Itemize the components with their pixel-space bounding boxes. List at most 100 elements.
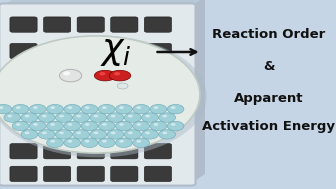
Circle shape	[141, 113, 158, 122]
Circle shape	[124, 130, 141, 139]
Circle shape	[42, 132, 47, 134]
Circle shape	[128, 115, 133, 117]
Circle shape	[47, 138, 64, 147]
Circle shape	[21, 130, 38, 139]
Polygon shape	[3, 0, 205, 6]
Circle shape	[0, 106, 3, 109]
Circle shape	[119, 106, 124, 109]
FancyBboxPatch shape	[144, 166, 171, 181]
Circle shape	[16, 106, 20, 109]
Circle shape	[33, 123, 38, 126]
Circle shape	[55, 113, 72, 122]
Circle shape	[102, 106, 107, 109]
Circle shape	[171, 123, 175, 126]
FancyBboxPatch shape	[111, 43, 138, 59]
Circle shape	[93, 115, 98, 117]
Circle shape	[81, 105, 98, 114]
Circle shape	[4, 113, 20, 122]
FancyBboxPatch shape	[111, 144, 138, 159]
Circle shape	[42, 115, 47, 117]
Circle shape	[47, 105, 64, 114]
Circle shape	[159, 113, 175, 122]
Circle shape	[154, 123, 158, 126]
Circle shape	[12, 105, 29, 114]
Circle shape	[68, 140, 72, 143]
Circle shape	[167, 121, 184, 131]
Circle shape	[73, 113, 89, 122]
Circle shape	[150, 105, 167, 114]
Circle shape	[150, 121, 167, 131]
Circle shape	[25, 132, 29, 134]
Circle shape	[171, 106, 175, 109]
Circle shape	[116, 121, 132, 131]
FancyBboxPatch shape	[44, 144, 71, 159]
Circle shape	[107, 113, 124, 122]
Circle shape	[59, 69, 82, 82]
Circle shape	[136, 123, 141, 126]
Circle shape	[133, 105, 150, 114]
Circle shape	[98, 105, 115, 114]
Circle shape	[116, 105, 132, 114]
Circle shape	[38, 130, 55, 139]
Circle shape	[111, 115, 116, 117]
Circle shape	[99, 72, 106, 75]
Circle shape	[90, 113, 107, 122]
Circle shape	[0, 36, 200, 153]
Text: &: &	[263, 60, 275, 73]
Circle shape	[102, 140, 107, 143]
Circle shape	[145, 132, 150, 134]
Circle shape	[154, 106, 158, 109]
Circle shape	[73, 130, 89, 139]
Circle shape	[7, 115, 12, 117]
Circle shape	[55, 130, 72, 139]
Circle shape	[12, 121, 29, 131]
Circle shape	[59, 132, 64, 134]
Ellipse shape	[0, 36, 207, 157]
Ellipse shape	[94, 70, 116, 81]
Circle shape	[102, 123, 107, 126]
Text: Activation Energy: Activation Energy	[202, 120, 335, 133]
Circle shape	[93, 132, 98, 134]
FancyBboxPatch shape	[10, 166, 37, 181]
Circle shape	[98, 138, 115, 147]
Circle shape	[38, 113, 55, 122]
Circle shape	[133, 121, 150, 131]
Circle shape	[145, 115, 150, 117]
FancyBboxPatch shape	[44, 17, 71, 32]
Circle shape	[141, 130, 158, 139]
FancyBboxPatch shape	[77, 166, 104, 181]
FancyBboxPatch shape	[10, 144, 37, 159]
Circle shape	[162, 132, 167, 134]
Circle shape	[29, 105, 46, 114]
FancyBboxPatch shape	[10, 17, 37, 32]
Circle shape	[50, 140, 55, 143]
FancyBboxPatch shape	[0, 3, 196, 186]
Circle shape	[133, 138, 150, 147]
FancyBboxPatch shape	[77, 144, 104, 159]
Circle shape	[68, 106, 72, 109]
FancyBboxPatch shape	[44, 43, 71, 59]
FancyBboxPatch shape	[144, 43, 171, 59]
Circle shape	[50, 123, 55, 126]
FancyBboxPatch shape	[144, 144, 171, 159]
Circle shape	[98, 121, 115, 131]
Circle shape	[90, 130, 107, 139]
FancyBboxPatch shape	[111, 166, 138, 181]
FancyBboxPatch shape	[77, 43, 104, 59]
Circle shape	[81, 138, 98, 147]
Circle shape	[162, 115, 167, 117]
Circle shape	[33, 106, 38, 109]
Circle shape	[47, 121, 64, 131]
Circle shape	[16, 123, 20, 126]
Circle shape	[136, 140, 141, 143]
Text: Reaction Order: Reaction Order	[212, 28, 326, 40]
Circle shape	[136, 106, 141, 109]
Circle shape	[63, 71, 70, 75]
FancyBboxPatch shape	[111, 17, 138, 32]
Circle shape	[119, 123, 124, 126]
Circle shape	[50, 106, 55, 109]
Circle shape	[76, 132, 81, 134]
Circle shape	[76, 115, 81, 117]
Circle shape	[59, 115, 64, 117]
Circle shape	[116, 138, 132, 147]
